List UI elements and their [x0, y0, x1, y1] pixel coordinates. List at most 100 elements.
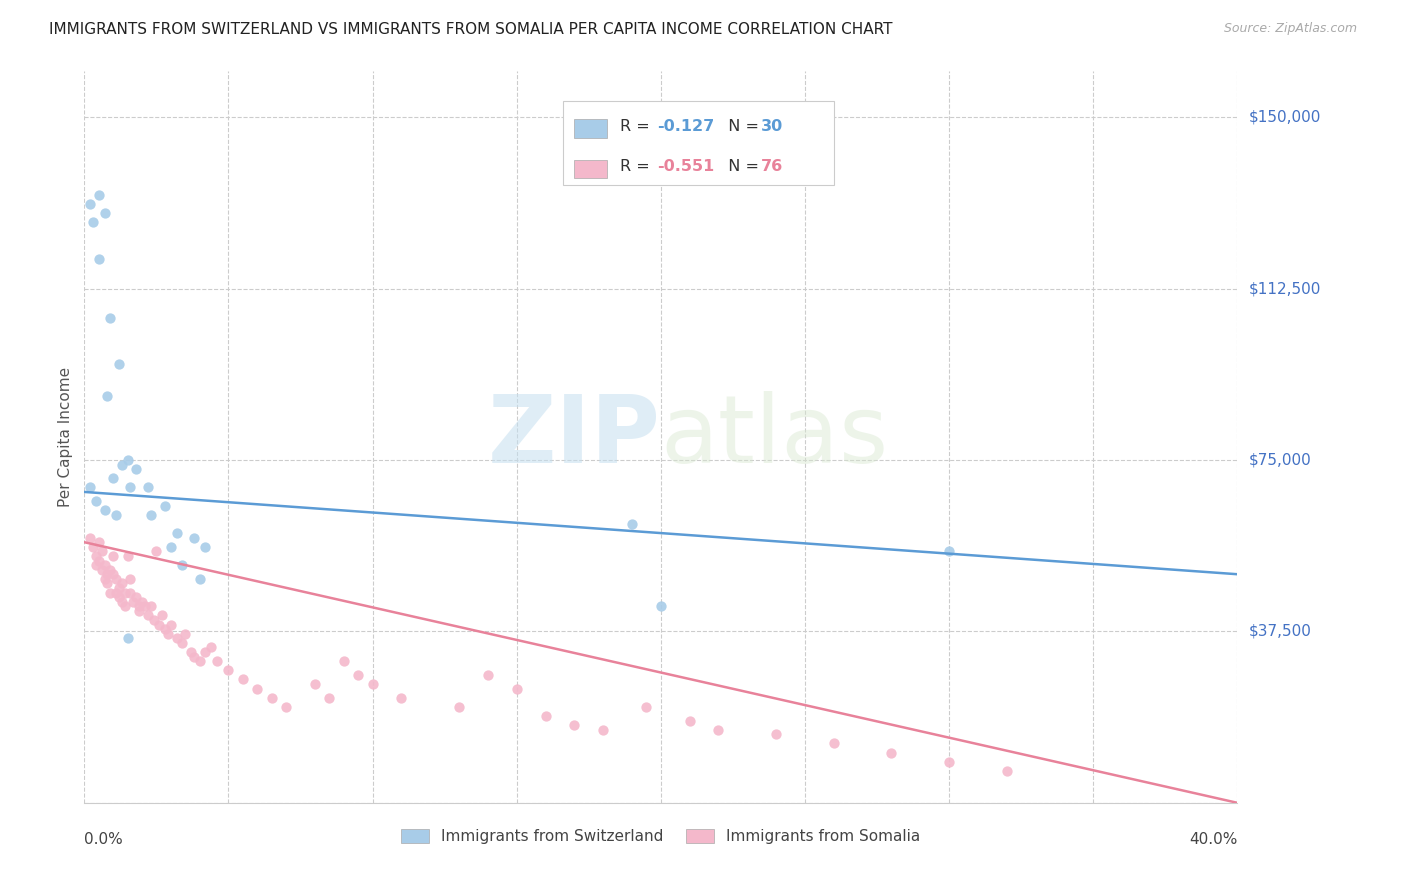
Point [592, 723, 614, 737]
Point [117, 549, 139, 563]
Point [205, 654, 228, 668]
Point [120, 480, 142, 494]
Point [347, 667, 370, 681]
Point [117, 453, 139, 467]
Point [96, 567, 118, 582]
Point [506, 681, 529, 696]
Point [183, 531, 205, 545]
Point [194, 540, 217, 554]
Text: R =: R = [620, 119, 655, 134]
Point [477, 667, 499, 681]
Point [765, 727, 787, 741]
Point [98, 563, 121, 577]
Point [103, 471, 124, 485]
Text: 30: 30 [761, 119, 783, 134]
Point [636, 699, 658, 714]
Point [82, 540, 104, 554]
Point [318, 690, 340, 705]
Point [136, 608, 159, 623]
Text: 76: 76 [761, 159, 783, 174]
Text: $75,000: $75,000 [1249, 452, 1312, 467]
Point [938, 755, 960, 769]
Point [90, 544, 112, 558]
Text: N =: N = [718, 159, 765, 174]
Point [84, 494, 107, 508]
Point [108, 581, 131, 595]
Point [87, 553, 110, 567]
Text: -0.127: -0.127 [658, 119, 714, 134]
Point [136, 480, 159, 494]
Point [166, 632, 188, 646]
Point [103, 567, 124, 582]
Point [188, 654, 211, 668]
Point [111, 594, 134, 608]
Point [93, 206, 115, 220]
Point [93, 558, 115, 573]
Point [105, 572, 128, 586]
Point [111, 458, 134, 472]
Point [188, 572, 211, 586]
Point [84, 549, 107, 563]
Point [391, 690, 413, 705]
Point [114, 585, 136, 599]
Point [148, 617, 170, 632]
Point [361, 677, 384, 691]
Point [108, 590, 131, 604]
Text: 0.0%: 0.0% [84, 832, 124, 847]
Point [449, 699, 471, 714]
Text: ZIP: ZIP [488, 391, 661, 483]
Point [93, 503, 115, 517]
Point [246, 681, 269, 696]
Point [160, 540, 183, 554]
Point [117, 632, 139, 646]
Point [156, 626, 179, 640]
Point [125, 462, 148, 476]
FancyBboxPatch shape [575, 120, 606, 137]
Point [120, 572, 142, 586]
Point [564, 718, 586, 732]
Point [96, 576, 118, 591]
Point [180, 645, 202, 659]
Point [122, 594, 145, 608]
Point [679, 714, 702, 728]
Point [128, 599, 150, 614]
Point [93, 572, 115, 586]
Point [105, 508, 128, 522]
Text: -0.551: -0.551 [658, 159, 714, 174]
Point [87, 187, 110, 202]
Point [183, 649, 205, 664]
Point [128, 604, 150, 618]
Point [218, 663, 240, 677]
Point [276, 699, 298, 714]
Point [82, 215, 104, 229]
Point [125, 590, 148, 604]
Point [650, 599, 672, 614]
Point [172, 636, 194, 650]
Point [174, 626, 197, 640]
Point [880, 746, 903, 760]
Point [105, 585, 128, 599]
Y-axis label: Per Capita Income: Per Capita Income [58, 367, 73, 508]
Point [153, 499, 176, 513]
Text: R =: R = [620, 159, 655, 174]
Point [139, 508, 162, 522]
Point [87, 535, 110, 549]
Point [995, 764, 1018, 778]
Point [108, 357, 131, 371]
Point [114, 599, 136, 614]
Point [134, 599, 156, 614]
FancyBboxPatch shape [575, 160, 606, 178]
Point [823, 736, 845, 750]
Point [98, 585, 121, 599]
FancyBboxPatch shape [562, 101, 834, 185]
Point [194, 645, 217, 659]
Point [87, 252, 110, 266]
Point [111, 576, 134, 591]
Point [172, 558, 194, 573]
Point [153, 622, 176, 636]
Text: atlas: atlas [661, 391, 889, 483]
Point [131, 594, 153, 608]
Point [200, 640, 222, 655]
Point [90, 563, 112, 577]
Text: N =: N = [718, 119, 765, 134]
